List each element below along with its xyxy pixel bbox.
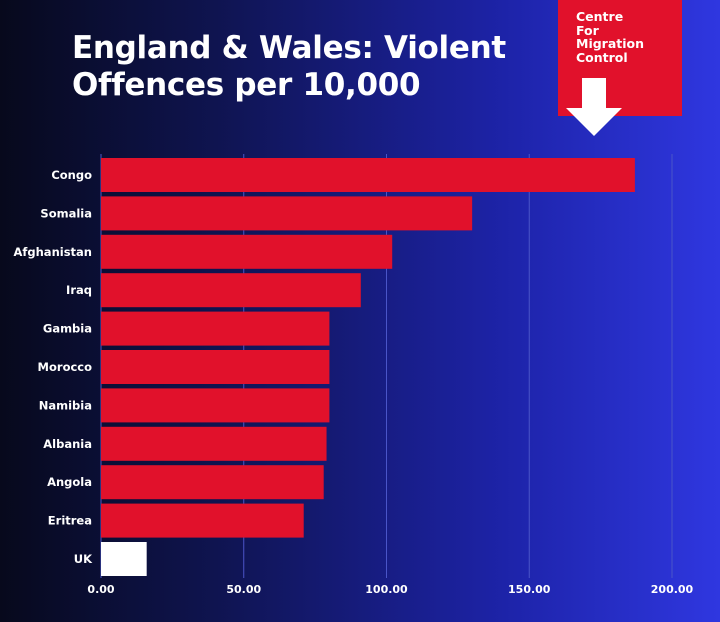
x-tick-label: 200.00 xyxy=(651,583,694,596)
bar-congo xyxy=(101,158,635,192)
bars xyxy=(101,158,635,576)
bar-angola xyxy=(101,465,324,500)
category-labels: Congo Somalia Afghanistan Iraq Gambia Morocco… xyxy=(13,168,93,566)
bar-namibia xyxy=(101,388,330,423)
brand-badge-text: Centre For Migration Control xyxy=(576,9,645,65)
bar-afghanistan xyxy=(101,234,393,269)
x-tick-label: 0.00 xyxy=(87,583,114,596)
category-label: Morocco xyxy=(38,360,93,374)
category-label: Eritrea xyxy=(48,514,92,528)
bar-iraq xyxy=(101,273,361,308)
category-label: Gambia xyxy=(43,322,92,336)
category-label: Iraq xyxy=(66,283,92,297)
bar-uk xyxy=(101,542,147,576)
bar-gambia xyxy=(101,311,330,346)
bar-albania xyxy=(101,426,327,461)
x-tick-label: 100.00 xyxy=(365,583,408,596)
category-label: Somalia xyxy=(40,206,92,220)
category-label: Albania xyxy=(43,437,92,451)
category-label: Afghanistan xyxy=(13,245,92,259)
category-label: Angola xyxy=(47,475,92,489)
down-arrow-icon xyxy=(566,78,622,136)
bar-morocco xyxy=(101,350,330,384)
brand-badge: Centre For Migration Control xyxy=(558,0,682,116)
category-label: UK xyxy=(74,552,93,566)
category-label: Namibia xyxy=(39,398,92,412)
chart-title: England & Wales: Violent Offences per 10… xyxy=(72,30,506,103)
x-tick-label: 50.00 xyxy=(226,583,261,596)
category-label: Congo xyxy=(51,168,92,182)
x-tick-labels: 0.00 50.00 100.00 150.00 200.00 xyxy=(87,583,693,596)
bar-somalia xyxy=(101,196,473,231)
x-tick-label: 150.00 xyxy=(508,583,551,596)
bar-eritrea xyxy=(101,503,304,538)
